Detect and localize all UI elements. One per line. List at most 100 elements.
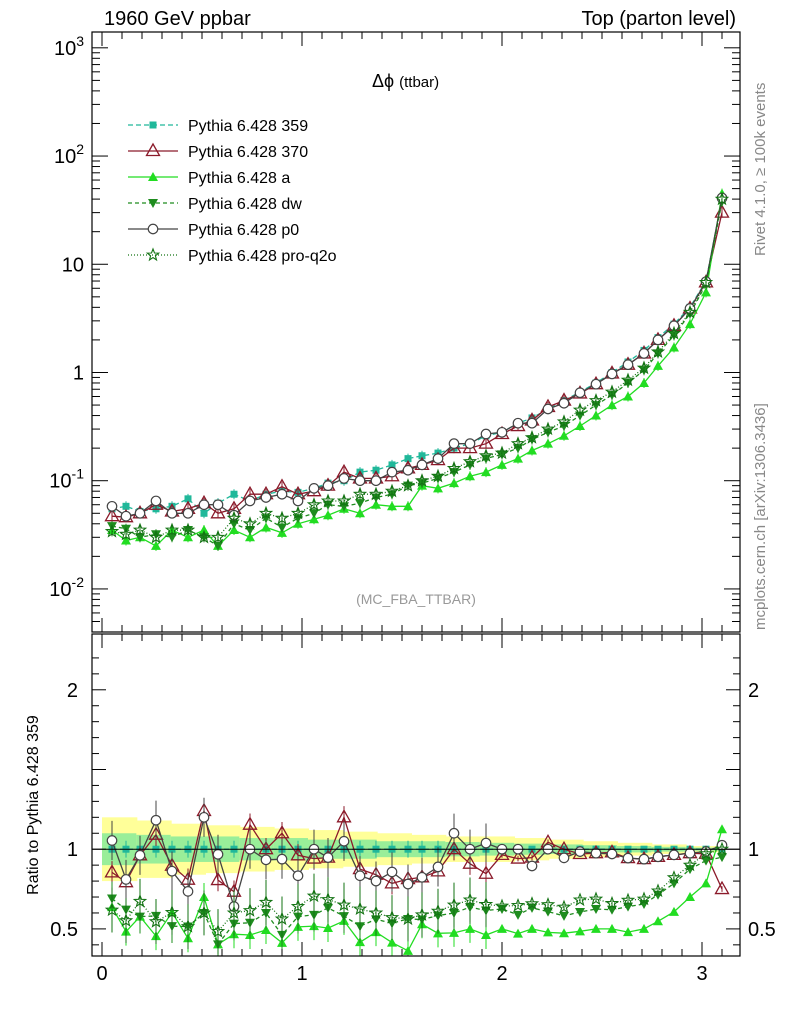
legend-label-s370: Pythia 6.428 370 [188, 144, 308, 161]
point-p0 [432, 453, 444, 464]
point-q2o [588, 393, 604, 407]
ratio-point-q2o [258, 894, 274, 909]
ratio-tick-label-right: 1 [748, 839, 759, 861]
ratio-point-a [387, 937, 397, 947]
point-q2o [306, 497, 322, 511]
ratio-point-q2o [132, 893, 148, 908]
point-p0 [212, 499, 224, 511]
ratio-line-a [111, 829, 723, 952]
series-line-dw [111, 201, 723, 547]
ratio-point-s370 [210, 871, 226, 886]
point-p0 [292, 495, 304, 507]
ratio-point-a [575, 926, 585, 936]
point-q2o [414, 473, 430, 487]
ratio-point-p0 [322, 852, 334, 863]
ratio-panel-series [104, 797, 730, 956]
point-s359 [230, 490, 238, 498]
rivet-version-label: Rivet 4.1.0, ≥ 100k events [752, 82, 769, 256]
point-s370 [210, 504, 226, 519]
ratio-point-dw [717, 853, 727, 863]
point-a [575, 421, 585, 431]
ratio-point-a [543, 927, 553, 937]
ratio-point-a [465, 923, 475, 933]
point-p0 [464, 438, 476, 450]
point-q2o [604, 384, 620, 399]
legend-label-p0: Pythia 6.428 p0 [188, 222, 299, 239]
point-s359 [418, 452, 426, 460]
point-q2o [242, 516, 258, 530]
point-q2o [336, 493, 352, 508]
point-p0 [638, 348, 650, 359]
point-p0 [558, 397, 570, 409]
title-symbol: Δϕ [372, 71, 394, 91]
point-p0 [134, 507, 146, 519]
main-panel-series [104, 188, 730, 551]
point-a [639, 377, 649, 387]
point-p0 [198, 499, 210, 511]
point-p0 [574, 387, 586, 399]
point-q2o [478, 448, 494, 462]
point-q2o [104, 523, 120, 538]
legend: Pythia 6.428 359 Pythia 6.428 370 Pythia 6… [128, 118, 337, 265]
point-q2o [524, 430, 540, 444]
point-q2o [636, 360, 652, 375]
ratio-point-q2o [540, 897, 556, 911]
point-p0 [480, 428, 492, 440]
point-q2o [320, 493, 336, 508]
point-a [527, 445, 537, 455]
watermark-label: (MC_FBA_TTBAR) [356, 591, 476, 607]
point-a [323, 510, 333, 520]
point-s359 [404, 455, 412, 463]
ratio-point-a [685, 892, 695, 902]
ratio-point-q2o [462, 892, 478, 907]
ratio-point-q2o [352, 901, 368, 916]
ratio-point-a [497, 923, 507, 933]
ratio-point-a [559, 928, 569, 938]
ratio-point-p0 [212, 848, 224, 860]
point-p0 [526, 417, 538, 429]
point-p0 [322, 480, 334, 492]
point-q2o [258, 505, 274, 520]
point-a [513, 453, 523, 463]
ratio-point-p0 [416, 871, 428, 883]
ratio-point-q2o [320, 891, 336, 906]
point-p0 [606, 368, 618, 380]
point-p0 [370, 475, 382, 487]
point-p0 [244, 495, 256, 507]
header-left: 1960 GeV ppbar [104, 8, 251, 30]
ratio-point-a [639, 923, 649, 933]
legend-marker-s370 [145, 142, 161, 157]
ratio-point-q2o [306, 888, 322, 903]
ratio-point-q2o [210, 923, 226, 938]
point-a [229, 525, 239, 535]
point-q2o [118, 526, 134, 541]
ratio-point-q2o [180, 919, 196, 933]
point-q2o [446, 460, 462, 475]
ratio-point-a [717, 824, 727, 834]
ratio-point-p0 [182, 886, 194, 897]
ratio-line-s370 [111, 810, 723, 893]
ratio-point-p0 [260, 854, 272, 866]
ratio-point-a [607, 923, 617, 933]
point-q2o [682, 304, 698, 319]
point-dw [309, 509, 319, 519]
point-p0 [416, 459, 428, 471]
y-tick-label: 103 [54, 33, 84, 60]
ratio-point-q2o [118, 913, 134, 927]
ratio-point-a [591, 923, 601, 933]
point-p0 [652, 334, 664, 346]
series-line-s359 [111, 198, 723, 515]
point-p0 [496, 426, 508, 438]
y-tick-label: 1 [73, 362, 84, 384]
ratio-point-a [527, 923, 537, 933]
point-a [403, 501, 413, 511]
y-tick-label: 10 [62, 254, 84, 276]
point-q2o [714, 191, 730, 206]
point-a [309, 514, 319, 524]
point-p0 [622, 359, 634, 371]
point-a [261, 522, 271, 532]
point-q2o [400, 478, 416, 492]
x-tick-label: 1 [296, 963, 307, 985]
point-a [465, 471, 475, 481]
